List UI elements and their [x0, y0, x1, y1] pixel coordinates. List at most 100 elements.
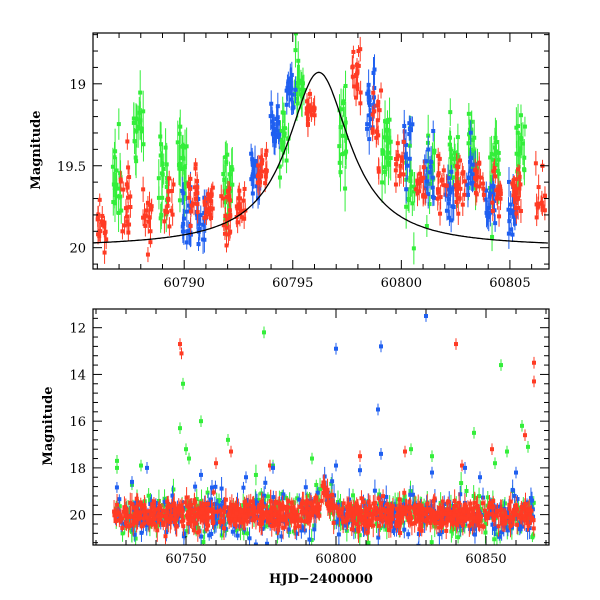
- top-red-point: [371, 90, 376, 95]
- bottom-red-point: [295, 515, 300, 520]
- top-red-point: [195, 179, 200, 184]
- top-green-point: [117, 186, 122, 191]
- bottom-blue-point: [164, 530, 169, 535]
- bottom-red-point: [486, 505, 491, 510]
- top-green-point: [449, 153, 454, 158]
- top-red-point: [238, 196, 243, 201]
- top-green-point: [184, 180, 189, 185]
- bottom-red-point: [123, 520, 128, 525]
- top-green-point: [382, 135, 387, 140]
- bottom-red-point: [479, 524, 484, 529]
- bottom-blue-point: [472, 532, 477, 537]
- bottom-red-point: [519, 510, 524, 515]
- bottom-red-point: [502, 512, 507, 517]
- top-blue-point: [432, 195, 437, 200]
- top-green-point: [111, 200, 116, 205]
- bottom-blue-point: [132, 532, 137, 537]
- top-red-point: [512, 189, 517, 194]
- bottom-red-point: [305, 506, 310, 511]
- bottom-red-point: [164, 514, 169, 519]
- top-red-point: [118, 177, 123, 182]
- top-blue-point: [196, 197, 201, 202]
- bottom-red-point: [498, 513, 503, 518]
- bottom-blue-point: [294, 531, 299, 536]
- top-blue-point: [428, 164, 433, 169]
- top-red-point: [516, 205, 521, 210]
- top-green-point: [221, 172, 226, 177]
- bottom-red-point: [375, 516, 380, 521]
- bottom-red-point: [132, 517, 137, 522]
- bottom-blue-point: [458, 524, 463, 529]
- top-red-point: [188, 176, 193, 181]
- top-red-point: [417, 189, 422, 194]
- top-blue-point: [468, 130, 473, 135]
- bottom-green-point: [241, 530, 246, 535]
- top-blue-point: [484, 188, 489, 193]
- bottom-red-point: [355, 506, 360, 511]
- bottom-red-point: [367, 504, 372, 509]
- top-green-point: [495, 168, 500, 173]
- bottom-green-point: [201, 539, 206, 544]
- bottom-red-point: [289, 500, 294, 505]
- bottom-red-point: [491, 516, 496, 521]
- bottom-red-point: [299, 510, 304, 515]
- bottom-red-point: [153, 507, 158, 512]
- bottom-red-point: [332, 503, 337, 508]
- bottom-red-point: [293, 509, 298, 514]
- top-green-point: [286, 136, 291, 141]
- top-blue-point: [488, 191, 493, 196]
- bottom-blue-point: [230, 529, 235, 534]
- top-red-point: [401, 172, 406, 177]
- bottom-red-point: [422, 512, 427, 517]
- top-red-point: [205, 196, 210, 201]
- top-red-point: [454, 187, 459, 192]
- bottom-red-point: [477, 519, 482, 524]
- bottom-red-point: [446, 516, 451, 521]
- bottom-red-point: [166, 501, 171, 506]
- bottom-red-point: [417, 527, 422, 532]
- top-blue-point: [449, 169, 454, 174]
- bottom-blue-point: [265, 541, 270, 545]
- bottom-blue-point: [300, 525, 305, 530]
- bottom-red-point: [373, 505, 378, 510]
- top-blue-point: [507, 179, 512, 184]
- top-red-point: [170, 212, 175, 217]
- bottom-red-point: [377, 509, 382, 514]
- top-red-point: [421, 175, 426, 180]
- bottom-red-point: [508, 499, 513, 504]
- bottom-red-point: [504, 515, 509, 520]
- top-blue-point: [249, 151, 254, 156]
- bottom-green-point: [238, 526, 243, 531]
- bottom-blue-point: [241, 485, 246, 490]
- top-red-point: [126, 230, 131, 235]
- bottom-red-point: [176, 506, 181, 511]
- bottom-red-point: [317, 513, 322, 518]
- top-green-point: [338, 170, 343, 175]
- top-green-point: [515, 130, 520, 135]
- top-red-point: [480, 181, 485, 186]
- top-blue-point: [197, 226, 202, 231]
- bottom-data-points: [112, 310, 536, 545]
- bottom-blue-point: [372, 488, 377, 493]
- top-red-point: [166, 196, 171, 201]
- top-green-point: [138, 126, 143, 131]
- top-green-point: [447, 142, 452, 147]
- top-blue-point: [180, 188, 185, 193]
- bottom-red-point: [428, 520, 433, 525]
- top-red-point: [397, 173, 402, 178]
- top-green-point: [141, 142, 146, 147]
- top-red-point: [123, 206, 128, 211]
- top-red-point: [127, 222, 132, 227]
- bottom-green-point: [449, 529, 454, 534]
- top-red-point: [379, 88, 384, 93]
- top-red-point: [401, 139, 406, 144]
- bottom-red-point: [142, 521, 147, 526]
- bottom-green-point: [344, 528, 349, 533]
- bottom-red-point: [325, 501, 330, 506]
- bottom-blue-point: [408, 492, 413, 497]
- top-blue-point: [402, 129, 407, 134]
- bottom-red-point: [157, 506, 162, 511]
- top-green-point: [224, 160, 229, 165]
- top-blue-point: [253, 159, 258, 164]
